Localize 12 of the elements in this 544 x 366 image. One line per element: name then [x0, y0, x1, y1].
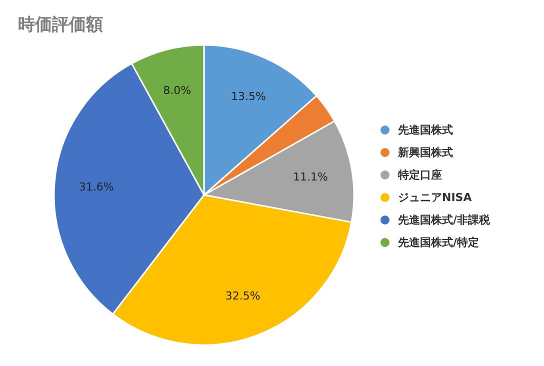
- legend-label: 先進国株式: [397, 124, 453, 136]
- data-label: 31.6%: [78, 180, 114, 194]
- legend-label: ジュニアNISA: [398, 191, 472, 204]
- legend-label: 先進国株式/非課税: [397, 214, 492, 226]
- chart-title: 時価評価額: [18, 15, 103, 35]
- legend-label: 先進国株式/特定: [397, 236, 480, 249]
- data-label: 11.1%: [293, 170, 328, 184]
- data-label: 13.5%: [230, 90, 266, 104]
- data-label: 8.0%: [163, 84, 192, 97]
- data-label: 32.5%: [225, 289, 260, 302]
- legend-label: 特定口座: [397, 168, 442, 182]
- legend-label: 新興国株式: [397, 146, 453, 159]
